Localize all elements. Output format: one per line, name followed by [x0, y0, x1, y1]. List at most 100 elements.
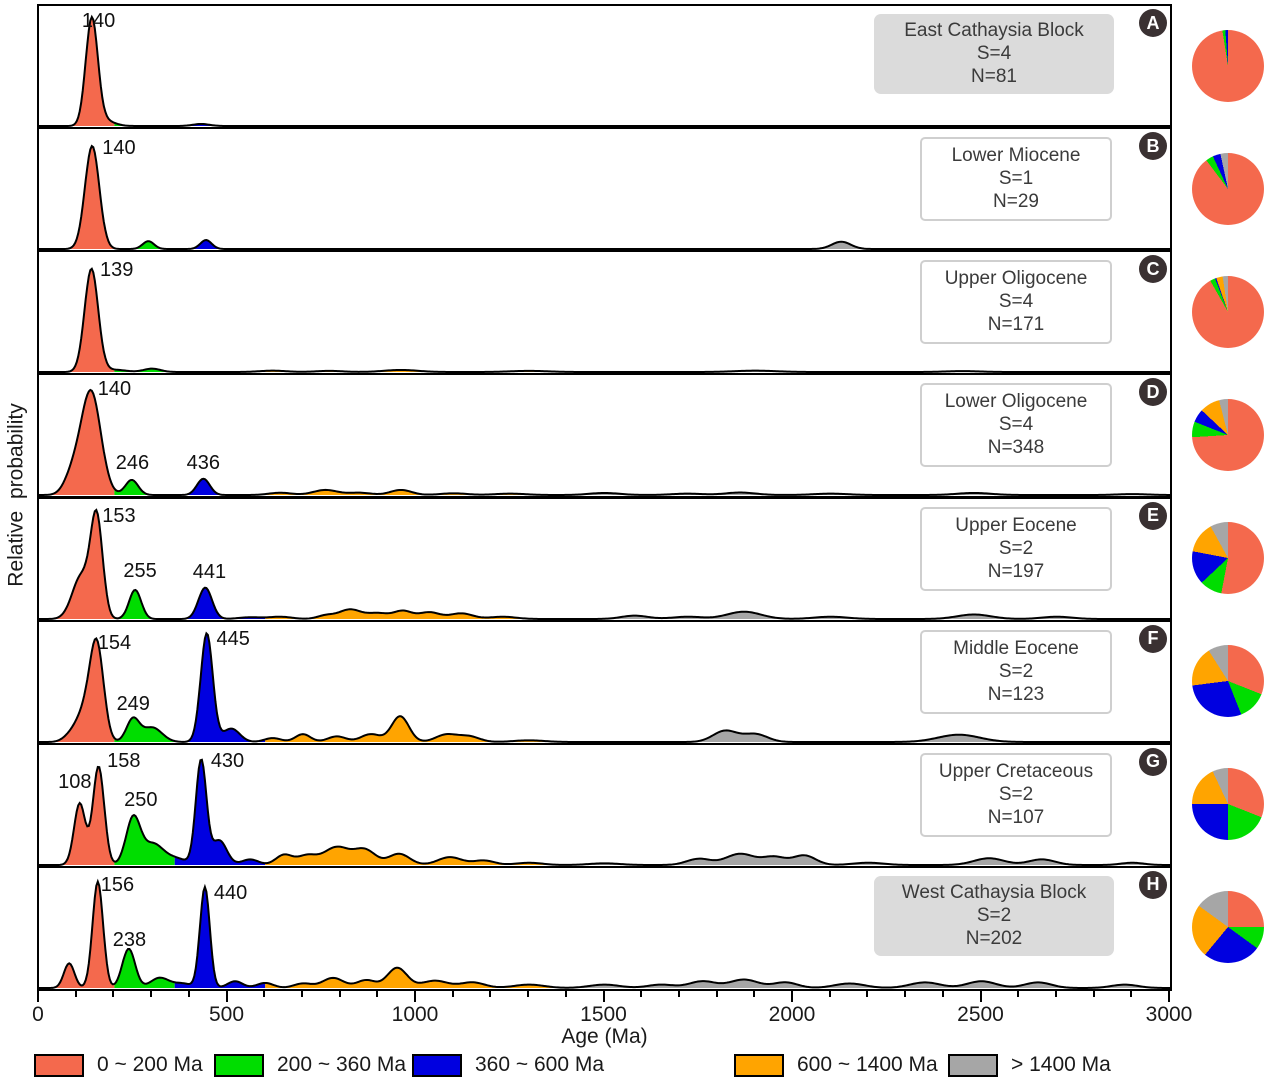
- peak-age-label: 139: [99, 258, 134, 281]
- peak-age-label: 441: [192, 561, 227, 584]
- x-axis-minor-tick: [640, 991, 643, 997]
- curve-fill-bin2: [114, 241, 175, 250]
- x-axis-minor-tick: [866, 991, 869, 997]
- pie-chart-A: [1192, 29, 1264, 102]
- panel-info-box: Lower Miocene S=1 N=29: [920, 137, 1112, 222]
- x-axis-minor-tick: [941, 991, 944, 997]
- legend-swatch: [734, 1053, 784, 1077]
- legend-swatch: [214, 1053, 264, 1077]
- peak-age-label: 154: [97, 631, 132, 654]
- peak-age-label: 156: [100, 874, 135, 897]
- peak-age-label: 440: [213, 881, 248, 904]
- panel-info-box: Upper Eocene S=2 N=197: [920, 506, 1112, 591]
- panel-H: 156 238 440 West Cathaysia Block S=2 N=202 H: [37, 865, 1172, 991]
- peak-age-label: 255: [123, 560, 157, 582]
- panel-info-box: Upper Cretaceous S=2 N=107: [920, 752, 1112, 837]
- x-axis-minor-tick: [715, 991, 718, 997]
- panel-grain-count: N=348: [987, 437, 1045, 459]
- x-axis-tick-label: 500: [208, 1003, 245, 1026]
- curve-fill-bin4: [265, 490, 567, 496]
- x-axis-minor-tick: [527, 991, 530, 997]
- panel-G: 108 158 250 430 Upper Cretaceous S=2 N=107 G: [37, 742, 1172, 868]
- curve-fill-bin2: [114, 589, 175, 619]
- x-axis-minor-tick: [904, 991, 907, 997]
- x-axis-minor-tick: [753, 991, 756, 997]
- legend-label: 0 ~ 200 Ma: [97, 1053, 203, 1076]
- curve-fill-bin1: [39, 269, 115, 373]
- x-axis-major-tick: [791, 991, 793, 1002]
- x-axis-minor-tick: [1054, 991, 1057, 997]
- x-axis-minor-tick: [300, 991, 303, 997]
- x-axis-minor-tick: [150, 991, 153, 997]
- peak-age-label: 436: [186, 451, 221, 474]
- pie-chart-D: [1192, 398, 1264, 471]
- pie-chart-B: [1192, 152, 1264, 225]
- panels-container: 140 East Cathaysia Block S=4 N=81 A 140 Lower …: [37, 4, 1172, 991]
- legend-label: 360 ~ 600 Ma: [475, 1053, 605, 1076]
- legend-swatch: [34, 1053, 84, 1077]
- peak-age-label: 153: [102, 505, 136, 527]
- curve-fill-bin5: [566, 853, 1170, 865]
- x-axis-minor-tick: [451, 991, 454, 997]
- panel-grain-count: N=29: [993, 191, 1039, 213]
- curve-fill-bin3: [174, 587, 266, 619]
- peak-age-label: 108: [58, 771, 92, 794]
- legend-item: > 1400 Ma: [948, 1053, 1111, 1077]
- curve-outline: [39, 389, 1170, 497]
- panel-badge: D: [1139, 378, 1167, 407]
- legend-swatch: [412, 1053, 462, 1077]
- panel-sample-count: S=2: [998, 783, 1034, 805]
- pie-chart-F: [1192, 645, 1264, 718]
- curve-outline: [39, 878, 1170, 989]
- x-axis-tick-label: 0: [32, 1003, 44, 1026]
- x-axis-major-tick: [1168, 991, 1170, 1002]
- peak-age-label: 158: [107, 750, 141, 772]
- panel-badge: H: [1139, 870, 1167, 899]
- panel-sample-count: S=1: [998, 168, 1034, 190]
- curve-fill-bin4: [265, 846, 567, 865]
- x-axis-minor-tick: [1017, 991, 1020, 997]
- panel-E: 153 255 441 Upper Eocene S=2 N=197 E: [37, 496, 1172, 622]
- x-axis-major-tick: [414, 991, 416, 1002]
- curve-outline: [39, 144, 1170, 251]
- peak-age-label: 140: [81, 10, 116, 32]
- panel-title: East Cathaysia Block: [904, 20, 1084, 41]
- x-axis-major-tick: [979, 991, 982, 1002]
- panel-info-box: Upper Oligocene S=4 N=171: [920, 260, 1112, 345]
- x-axis-title: Age (Ma): [561, 1025, 648, 1048]
- pie-chart-E: [1192, 522, 1264, 595]
- legend-label: 600 ~ 1400 Ma: [797, 1053, 938, 1076]
- legend-item: 360 ~ 600 Ma: [412, 1053, 604, 1077]
- panel-title: West Cathaysia Block: [901, 881, 1087, 903]
- peak-age-label: 238: [112, 929, 147, 952]
- panel-badge: A: [1139, 9, 1167, 37]
- curve-fill-bin4: [265, 715, 567, 742]
- panel-title: Upper Cretaceous: [938, 760, 1094, 782]
- x-axis-minor-tick: [74, 991, 77, 997]
- curve-outline: [39, 631, 1170, 743]
- legend-item: 0 ~ 200 Ma: [34, 1053, 203, 1077]
- panel-title: Upper Oligocene: [944, 268, 1088, 290]
- x-axis-minor-tick: [263, 991, 266, 997]
- panel-badge: G: [1139, 747, 1167, 776]
- peak-age-label: 140: [102, 136, 136, 159]
- panel-sample-count: S=4: [998, 291, 1034, 313]
- curve-outline: [39, 758, 1170, 866]
- panel-badge: B: [1139, 132, 1167, 161]
- panel-info-box: West Cathaysia Block S=2 N=202: [874, 875, 1114, 956]
- panel-grain-count: N=81: [971, 66, 1017, 87]
- age-distribution-curve: [39, 758, 1170, 866]
- legend-item: 200 ~ 360 Ma: [214, 1053, 406, 1077]
- panel-B: 140 Lower Miocene S=1 N=29 B: [37, 127, 1172, 253]
- x-axis-minor-tick: [187, 991, 190, 997]
- x-axis-minor-tick: [828, 991, 831, 997]
- panel-title: Upper Eocene: [955, 514, 1077, 536]
- panel-info-box: Lower Oligocene S=4 N=348: [920, 383, 1112, 468]
- age-distribution-curve: [39, 14, 1170, 127]
- panel-title: Lower Miocene: [951, 145, 1081, 167]
- panel-badge: E: [1139, 501, 1167, 530]
- x-axis-minor-tick: [1092, 991, 1095, 997]
- panel-sample-count: S=4: [998, 414, 1034, 436]
- panel-badge: C: [1139, 255, 1167, 284]
- x-axis-minor-tick: [338, 991, 341, 997]
